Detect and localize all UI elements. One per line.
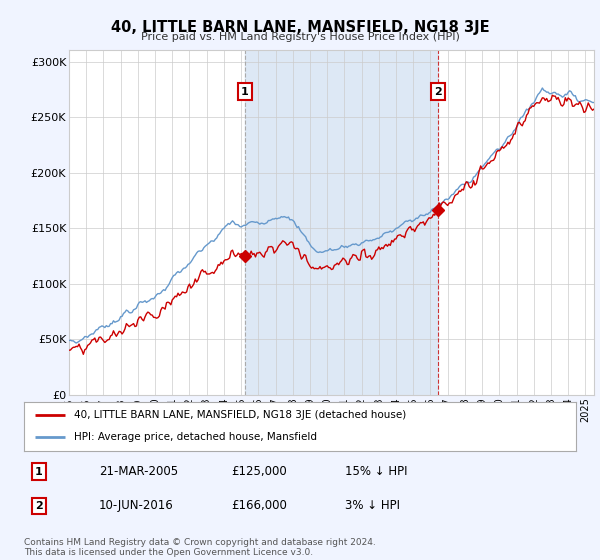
Text: 21-MAR-2005: 21-MAR-2005 [99, 465, 178, 478]
Text: Price paid vs. HM Land Registry's House Price Index (HPI): Price paid vs. HM Land Registry's House … [140, 32, 460, 43]
Text: £166,000: £166,000 [231, 499, 287, 512]
Bar [245, 50, 438, 395]
Text: 2: 2 [35, 501, 43, 511]
Text: 2: 2 [434, 87, 442, 97]
Text: 1: 1 [35, 466, 43, 477]
Text: 10-JUN-2016: 10-JUN-2016 [99, 499, 174, 512]
Text: 1: 1 [241, 87, 249, 97]
Text: £125,000: £125,000 [231, 465, 287, 478]
Text: Contains HM Land Registry data © Crown copyright and database right 2024.
This d: Contains HM Land Registry data © Crown c… [24, 538, 376, 557]
Text: 15% ↓ HPI: 15% ↓ HPI [345, 465, 407, 478]
Text: HPI: Average price, detached house, Mansfield: HPI: Average price, detached house, Mans… [74, 432, 317, 442]
Text: 40, LITTLE BARN LANE, MANSFIELD, NG18 3JE (detached house): 40, LITTLE BARN LANE, MANSFIELD, NG18 3J… [74, 410, 406, 420]
Text: 3% ↓ HPI: 3% ↓ HPI [345, 499, 400, 512]
Text: 40, LITTLE BARN LANE, MANSFIELD, NG18 3JE: 40, LITTLE BARN LANE, MANSFIELD, NG18 3J… [110, 20, 490, 35]
